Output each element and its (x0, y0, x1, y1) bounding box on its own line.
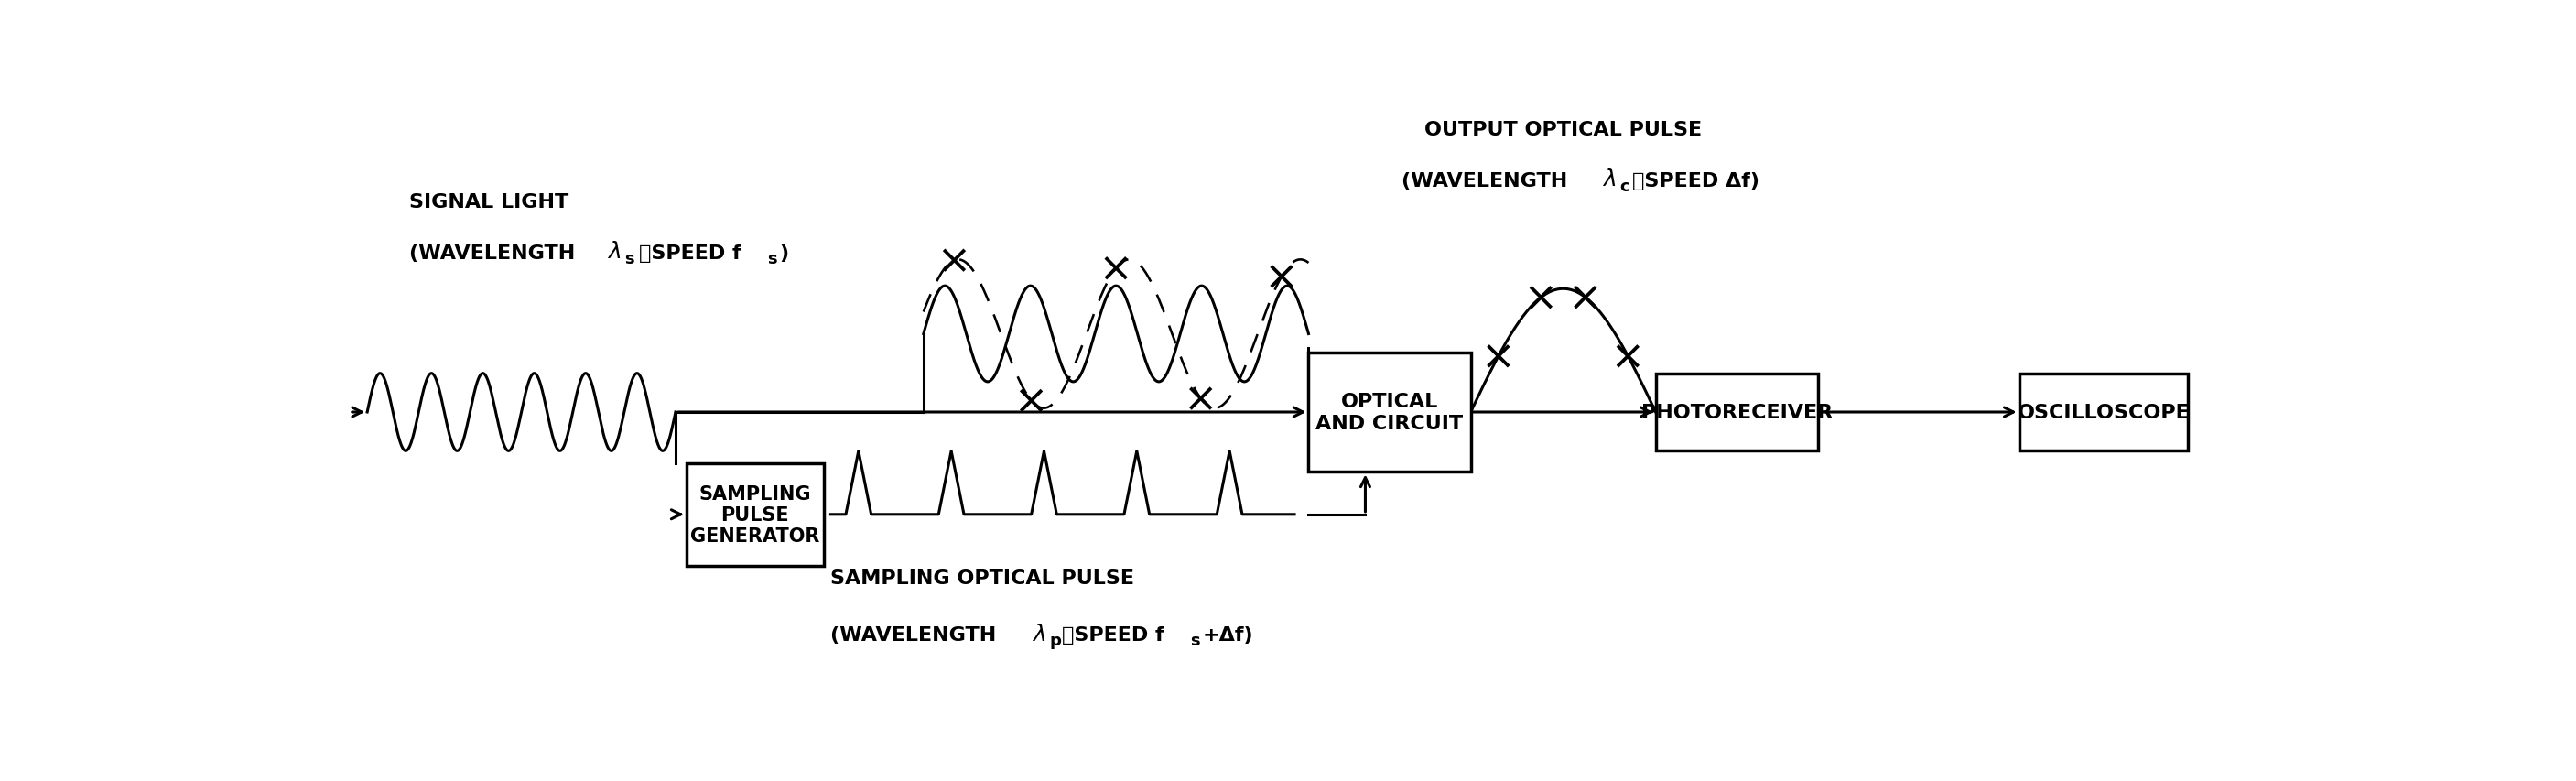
Bar (685, 464, 824, 565)
Text: OPTICAL
AND CIRCUIT: OPTICAL AND CIRCUIT (1316, 393, 1463, 432)
Text: s: s (623, 251, 634, 267)
Bar (1309, 352, 1471, 473)
Bar (2020, 374, 2187, 451)
Text: $\lambda$: $\lambda$ (608, 241, 621, 262)
Text: SIGNAL LIGHT: SIGNAL LIGHT (410, 193, 569, 211)
Text: p: p (1048, 633, 1061, 649)
Text: OUTPUT OPTICAL PULSE: OUTPUT OPTICAL PULSE (1425, 120, 1703, 139)
Text: 、SPEED f: 、SPEED f (639, 244, 742, 262)
Text: s: s (1190, 633, 1200, 649)
Text: OSCILLOSCOPE: OSCILLOSCOPE (2017, 403, 2190, 422)
Text: ): ) (781, 244, 788, 262)
Bar (1656, 374, 1819, 451)
Text: $\lambda$: $\lambda$ (1602, 169, 1615, 191)
Text: (WAVELENGTH: (WAVELENGTH (1401, 172, 1574, 190)
Text: 、SPEED f: 、SPEED f (1061, 626, 1164, 644)
Text: $\lambda$: $\lambda$ (1030, 622, 1046, 644)
Text: c: c (1620, 178, 1628, 194)
Text: +Δf): +Δf) (1203, 626, 1255, 644)
Text: s: s (768, 251, 778, 267)
Text: SAMPLING OPTICAL PULSE: SAMPLING OPTICAL PULSE (829, 569, 1133, 587)
Text: (WAVELENGTH: (WAVELENGTH (829, 626, 1005, 644)
Text: SAMPLING
PULSE
GENERATOR: SAMPLING PULSE GENERATOR (690, 484, 819, 545)
Text: (WAVELENGTH: (WAVELENGTH (410, 244, 582, 262)
Text: PHOTORECEIVER: PHOTORECEIVER (1641, 403, 1832, 422)
Text: 、SPEED Δf): 、SPEED Δf) (1633, 172, 1759, 190)
